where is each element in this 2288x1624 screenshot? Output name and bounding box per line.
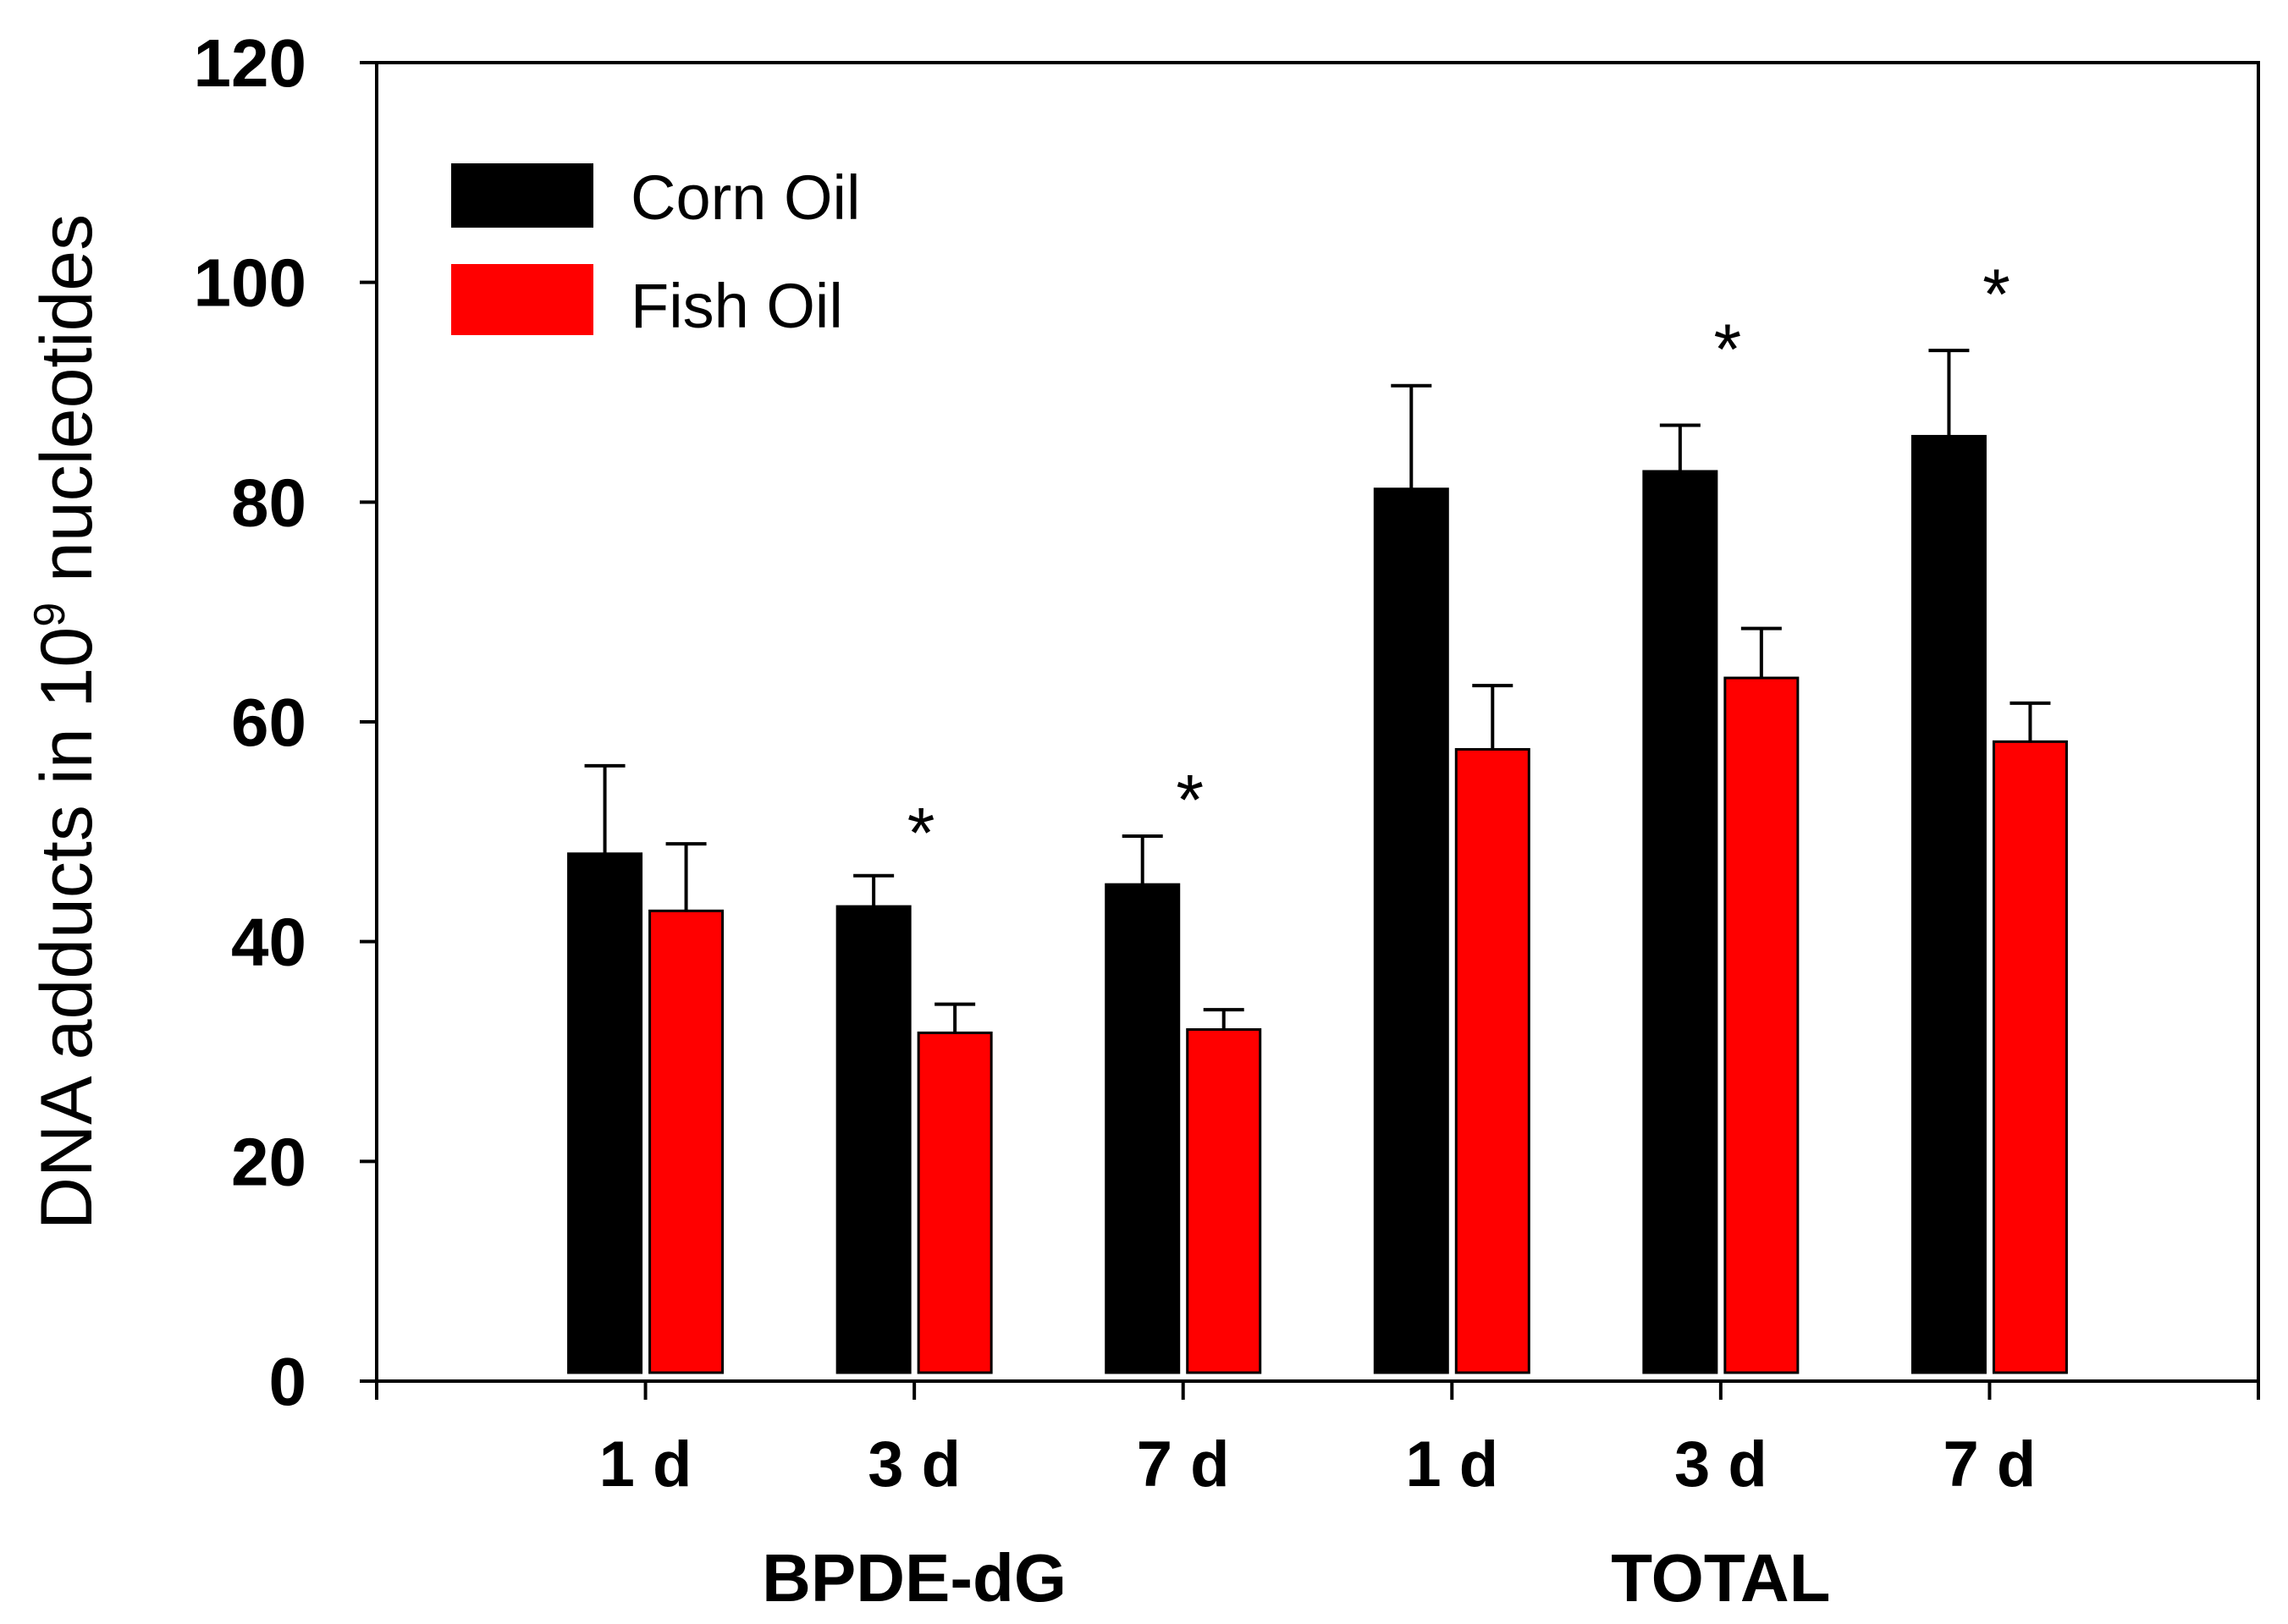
- y-axis-label-suffix: nucleotides: [26, 214, 108, 603]
- y-axis-label-prefix: DNA adducts in 10: [26, 627, 108, 1230]
- bar-fish-oil: [648, 909, 725, 1374]
- bar-corn-oil: [1642, 470, 1718, 1374]
- error-bars: [584, 349, 2051, 1033]
- x-tick-label: 3 d: [1674, 1429, 1767, 1500]
- bar-corn-oil: [1105, 883, 1181, 1374]
- group-label: TOTAL: [1611, 1540, 1830, 1616]
- x-axis-ticks: 1 d 3 d 7 d 1 d 3 d 7 d: [375, 1381, 2260, 1500]
- x-tick-label: 7 d: [1137, 1429, 1230, 1500]
- significance-star: *: [1982, 255, 2010, 334]
- bar-corn-oil: [567, 852, 643, 1374]
- legend-swatch-corn-oil: [451, 163, 593, 228]
- legend-label-fish-oil: Fish Oil: [631, 271, 843, 341]
- y-axis-ticks: 0 20 40 60 80 100 120: [194, 25, 377, 1419]
- y-tick-label: 100: [194, 245, 306, 321]
- significance-star: *: [1714, 310, 1742, 389]
- y-tick-label: 120: [194, 25, 306, 101]
- y-tick-label: 20: [231, 1124, 306, 1199]
- bar-fish-oil: [1992, 740, 2068, 1374]
- group-label: BPDE-dG: [762, 1540, 1067, 1616]
- legend-label-corn-oil: Corn Oil: [631, 162, 860, 233]
- bars: [567, 434, 2068, 1374]
- significance-star: *: [1176, 760, 1204, 840]
- bar-fish-oil: [1723, 676, 1800, 1374]
- bar-fish-oil: [1454, 747, 1530, 1374]
- bar-corn-oil: [835, 905, 912, 1374]
- legend: Corn Oil Fish Oil: [451, 162, 860, 341]
- y-tick-label: 80: [231, 465, 306, 540]
- x-tick-label: 7 d: [1943, 1429, 2037, 1500]
- x-tick-label: 3 d: [868, 1429, 961, 1500]
- x-tick-label: 1 d: [599, 1429, 692, 1500]
- y-axis-label-superscript: 9: [25, 603, 74, 627]
- x-tick-label: 1 d: [1405, 1429, 1498, 1500]
- significance-markers: * * * *: [907, 255, 2010, 873]
- y-tick-label: 60: [231, 685, 306, 760]
- y-tick-label: 0: [269, 1344, 307, 1419]
- legend-swatch-fish-oil: [451, 264, 593, 335]
- y-tick-label: 40: [231, 905, 306, 980]
- bar-corn-oil: [1910, 434, 1987, 1374]
- bar-corn-oil: [1373, 487, 1449, 1374]
- y-axis-label: DNA adducts in 109 nucleotides: [25, 214, 108, 1230]
- significance-star: *: [907, 793, 935, 873]
- bar-fish-oil: [1186, 1028, 1262, 1374]
- group-labels: BPDE-dG TOTAL: [762, 1540, 1830, 1616]
- bar-fish-oil: [917, 1031, 993, 1374]
